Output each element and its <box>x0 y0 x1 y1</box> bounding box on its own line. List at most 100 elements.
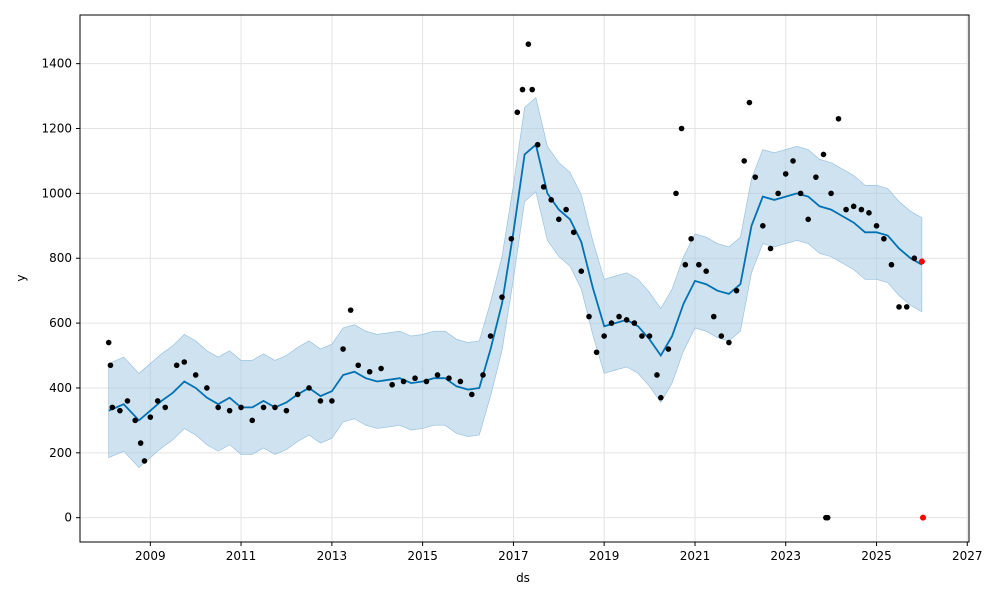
actual-point <box>294 391 301 398</box>
actual-point <box>226 407 233 414</box>
actual-point <box>797 190 804 197</box>
actual-point <box>487 333 494 339</box>
actual-point <box>718 333 725 339</box>
actual-point <box>688 235 694 242</box>
actual-point <box>534 141 541 148</box>
x-tick-label: 2027 <box>952 549 983 563</box>
actual-point <box>306 385 312 391</box>
x-axis: 2009 2011 2013 2015 2017 2019 2021 2023 2025 2027 <box>135 542 983 563</box>
actual-point <box>192 372 199 378</box>
grid-lines <box>80 15 969 542</box>
plot-frame <box>79 14 970 543</box>
actual-point <box>631 320 638 326</box>
x-tick-label: 2021 <box>680 549 711 563</box>
actual-point <box>563 206 569 213</box>
actual-point <box>525 41 532 47</box>
actual-point <box>616 313 622 320</box>
x-tick-label: 2011 <box>226 549 257 563</box>
actual-point <box>888 261 895 268</box>
actual-point <box>824 514 831 521</box>
actual-point <box>124 398 131 404</box>
actual-point <box>623 317 630 323</box>
actual-series <box>105 41 918 521</box>
y-tick-label: 1000 <box>41 186 72 200</box>
actual-point <box>260 404 267 411</box>
actual-point <box>480 372 486 378</box>
actual-point <box>760 223 766 229</box>
x-tick-label: 2009 <box>135 549 166 563</box>
actual-point <box>813 174 819 180</box>
actual-point <box>389 381 395 388</box>
x-tick-label: 2015 <box>407 549 438 563</box>
actual-point <box>775 190 781 197</box>
actual-point <box>850 203 857 210</box>
actual-point <box>858 206 865 213</box>
actual-point <box>469 391 475 398</box>
y-tick-label: 200 <box>49 446 72 460</box>
actual-point <box>434 372 441 378</box>
actual-point <box>696 261 702 268</box>
actual-point <box>366 368 373 375</box>
x-tick-label: 2013 <box>317 549 348 563</box>
actual-point <box>355 362 362 369</box>
actual-point <box>109 404 116 411</box>
actual-point <box>873 223 880 229</box>
actual-point <box>423 378 430 385</box>
actual-point <box>658 394 664 401</box>
actual-point <box>911 255 918 262</box>
actual-point <box>866 210 872 216</box>
y-tick-label: 1200 <box>41 122 72 136</box>
actual-point <box>400 378 407 385</box>
y-axis-title: y <box>14 274 28 281</box>
actual-point <box>329 398 335 404</box>
actual-point <box>752 174 759 180</box>
actual-point <box>746 99 753 106</box>
actual-point <box>173 362 180 369</box>
actual-point <box>540 184 547 190</box>
actual-point <box>529 86 536 93</box>
actual-point <box>646 333 653 339</box>
actual-point <box>733 287 740 294</box>
actual-point <box>828 190 834 197</box>
x-tick-label: 2023 <box>770 549 801 563</box>
actual-point <box>896 304 902 310</box>
actual-point <box>141 458 148 464</box>
actual-point <box>147 414 154 420</box>
actual-point <box>499 294 505 300</box>
actual-point <box>514 109 521 116</box>
actual-point <box>741 158 748 164</box>
actual-point <box>555 216 562 223</box>
holdout-series <box>918 258 927 521</box>
actual-point <box>181 359 188 365</box>
actual-point <box>272 404 278 411</box>
x-tick-label: 2025 <box>861 549 892 563</box>
y-tick-label: 1400 <box>41 57 72 71</box>
actual-point <box>601 333 607 339</box>
uncertainty-interval <box>108 97 923 468</box>
actual-point <box>412 375 418 382</box>
actual-point <box>215 404 221 411</box>
holdout-point <box>918 258 925 265</box>
y-tick-label: 800 <box>49 251 72 265</box>
actual-point <box>317 398 324 404</box>
x-axis-title: ds <box>516 571 530 585</box>
actual-point <box>548 197 555 203</box>
x-tick-label: 2017 <box>498 549 529 563</box>
actual-point <box>578 268 585 275</box>
actual-point <box>570 229 577 236</box>
actual-point <box>378 365 384 372</box>
actual-point <box>105 339 112 346</box>
actual-point <box>710 313 717 320</box>
actual-point <box>665 346 672 352</box>
actual-point <box>107 362 114 369</box>
actual-point <box>820 151 827 158</box>
forecast-line <box>108 143 923 422</box>
actual-point <box>790 158 796 164</box>
actual-point <box>654 372 660 378</box>
actual-point <box>903 304 910 310</box>
actual-point <box>446 375 452 382</box>
y-tick-label: 600 <box>49 316 72 330</box>
actual-point <box>508 235 515 242</box>
actual-point <box>162 404 169 411</box>
